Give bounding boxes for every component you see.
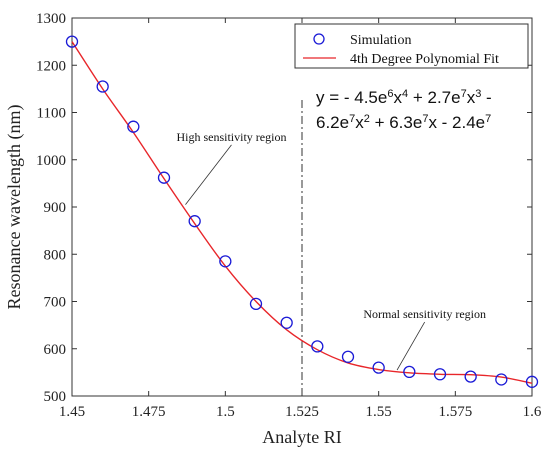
equation-line-2: 6.2e7x2 + 6.3e7x - 2.4e7 (316, 113, 491, 132)
fit-layer (71, 41, 533, 384)
legend-box (294, 23, 529, 69)
legend-label-fit: 4th Degree Polynomial Fit (350, 52, 499, 67)
legend-label-simulation: Simulation (350, 33, 411, 48)
legend-marker-simulation (313, 33, 325, 45)
simulation-point (96, 80, 109, 93)
simulation-point (403, 365, 416, 379)
x-tick-label: 1.525 (285, 404, 319, 420)
y-tick-label: 500 (44, 389, 67, 405)
y-tick-label: 1300 (36, 11, 66, 27)
x-tick-label: 1.475 (132, 404, 166, 420)
simulation-point (372, 361, 385, 374)
y-axis-title: Resonance wavelength (nm) (4, 105, 25, 310)
points-layer (65, 35, 539, 388)
simulation-point (219, 255, 232, 268)
x-tick-label: 1.55 (366, 404, 392, 420)
simulation-point (249, 297, 263, 311)
x-tick-label: 1.575 (438, 404, 472, 420)
y-tick-label: 800 (44, 247, 67, 263)
simulation-point (311, 340, 324, 353)
simulation-point (464, 370, 477, 383)
simulation-point (341, 350, 355, 363)
y-tick-label: 1100 (37, 106, 66, 122)
annotation-layer: High sensitivity region Normal sensitivit… (176, 130, 486, 371)
annotation-pointer (396, 321, 426, 371)
equation-line-1: y = - 4.5e6x4 + 2.7e7x3 - (316, 88, 492, 107)
simulation-point (188, 215, 201, 228)
x-tick-label: 1.45 (59, 404, 85, 420)
y-tick-label: 900 (44, 200, 67, 216)
region-annotation-label: High sensitivity region (176, 130, 286, 144)
annotation-pointer (185, 144, 232, 205)
simulation-point (495, 373, 508, 386)
simulation-point (433, 368, 447, 381)
legend: Simulation 4th Degree Polynomial Fit (294, 23, 529, 69)
x-axis-title: Analyte RI (262, 427, 341, 447)
simulation-point (157, 171, 171, 184)
axis-ticks: 1.45 1.475 1.5 1.525 1.55 1.575 1.6 500 600 700 80… (36, 11, 542, 420)
simulation-point (127, 120, 140, 133)
simulation-point (525, 375, 539, 388)
region-annotation-label: Normal sensitivity region (363, 307, 486, 321)
x-tick-label: 1.6 (523, 404, 542, 420)
simulation-point (65, 35, 79, 48)
y-tick-label: 1200 (36, 58, 66, 74)
y-tick-label: 1000 (36, 153, 66, 169)
y-tick-label: 700 (44, 295, 67, 311)
x-tick-label: 1.5 (216, 404, 235, 420)
y-tick-label: 600 (44, 342, 67, 358)
fit-series-line (71, 41, 533, 384)
simulation-point (280, 316, 293, 329)
